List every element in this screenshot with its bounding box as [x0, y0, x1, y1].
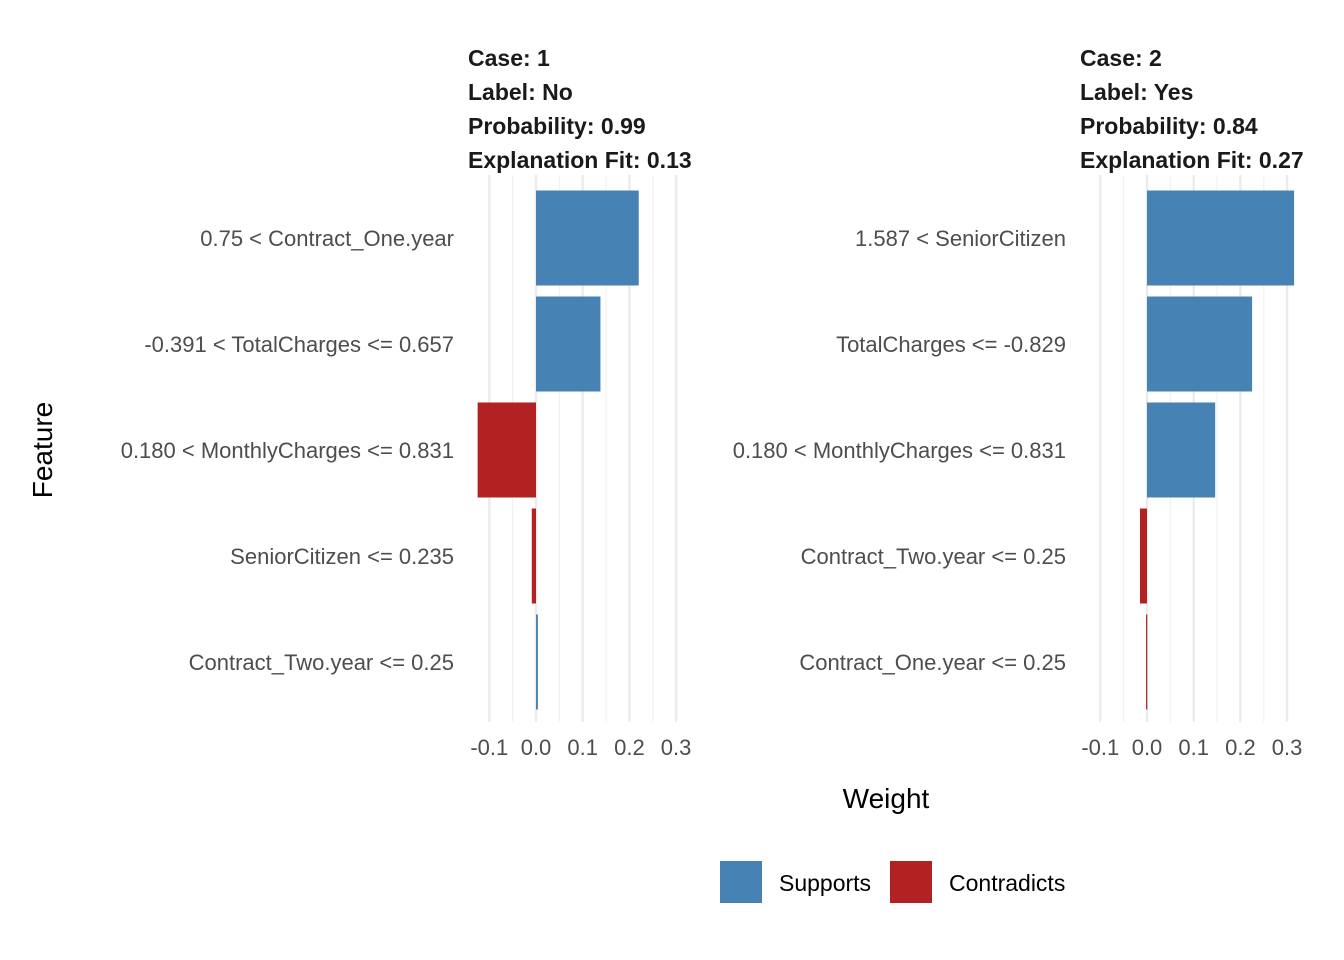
x-tick-label: 0.3	[1272, 735, 1303, 760]
feature-label: 0.75 < Contract_One.year	[200, 226, 454, 251]
legend: Supports Contradicts	[720, 861, 1065, 903]
feature-label: -0.391 < TotalCharges <= 0.657	[144, 332, 454, 357]
x-tick-label: -0.1	[470, 735, 508, 760]
legend-swatch-supports	[720, 861, 762, 903]
feature-label: SeniorCitizen <= 0.235	[230, 544, 454, 569]
bar-contradicts	[1146, 614, 1148, 710]
bar-supports	[1147, 296, 1253, 392]
x-tick-label: 0.2	[1225, 735, 1256, 760]
facet-title-line: Case: 2	[1080, 45, 1162, 71]
legend-swatch-contradicts	[890, 861, 932, 903]
feature-label: Contract_Two.year <= 0.25	[801, 544, 1066, 569]
x-tick-label: 0.3	[661, 735, 692, 760]
bar-supports	[1147, 190, 1295, 286]
feature-label: Contract_One.year <= 0.25	[799, 650, 1066, 675]
facet-title-line: Label: No	[468, 79, 573, 105]
facet-title: Case: 2 Label: Yes Probability: 0.84 Explan…	[1080, 45, 1304, 173]
bar-supports	[536, 296, 601, 392]
feature-label: 1.587 < SeniorCitizen	[855, 226, 1066, 251]
feature-label: 0.180 < MonthlyCharges <= 0.831	[121, 438, 454, 463]
x-axis-title: Weight	[843, 783, 930, 814]
x-tick-label: 0.2	[614, 735, 645, 760]
bar-supports	[536, 614, 538, 710]
facet-title-line: Explanation Fit: 0.13	[468, 147, 692, 173]
facet-title-line: Explanation Fit: 0.27	[1080, 147, 1304, 173]
bar-supports	[1147, 402, 1216, 498]
facet-title-line: Probability: 0.84	[1080, 113, 1258, 139]
bar-contradicts	[1139, 508, 1147, 604]
feature-label: Contract_Two.year <= 0.25	[189, 650, 454, 675]
facet-panel-1: -0.1 0.0 0.1 0.2 0.3 0.75 < Contract_One.year…	[121, 45, 692, 760]
x-tick-label: 0.0	[521, 735, 552, 760]
feature-label: TotalCharges <= -0.829	[836, 332, 1066, 357]
facet-title-line: Label: Yes	[1080, 79, 1193, 105]
facet-title-line: Probability: 0.99	[468, 113, 646, 139]
x-tick-label: 0.1	[1178, 735, 1209, 760]
facet-panels: -0.1 0.0 0.1 0.2 0.3 0.75 < Contract_One.year…	[121, 45, 1304, 760]
legend-label-supports: Supports	[779, 870, 871, 896]
bar-contradicts	[531, 508, 536, 604]
facet-panel-2: -0.1 0.0 0.1 0.2 0.3 1.587 < SeniorCitizen Tot…	[733, 45, 1304, 760]
feature-label: 0.180 < MonthlyCharges <= 0.831	[733, 438, 1066, 463]
y-axis-title: Feature	[27, 402, 58, 499]
x-tick-label: 0.1	[567, 735, 598, 760]
legend-label-contradicts: Contradicts	[949, 870, 1065, 896]
x-tick-label: -0.1	[1081, 735, 1119, 760]
bar-contradicts	[477, 402, 536, 498]
bar-supports	[536, 190, 639, 286]
facet-title-line: Case: 1	[468, 45, 550, 71]
x-tick-label: 0.0	[1132, 735, 1163, 760]
facet-title: Case: 1 Label: No Probability: 0.99 Explana…	[468, 45, 692, 173]
